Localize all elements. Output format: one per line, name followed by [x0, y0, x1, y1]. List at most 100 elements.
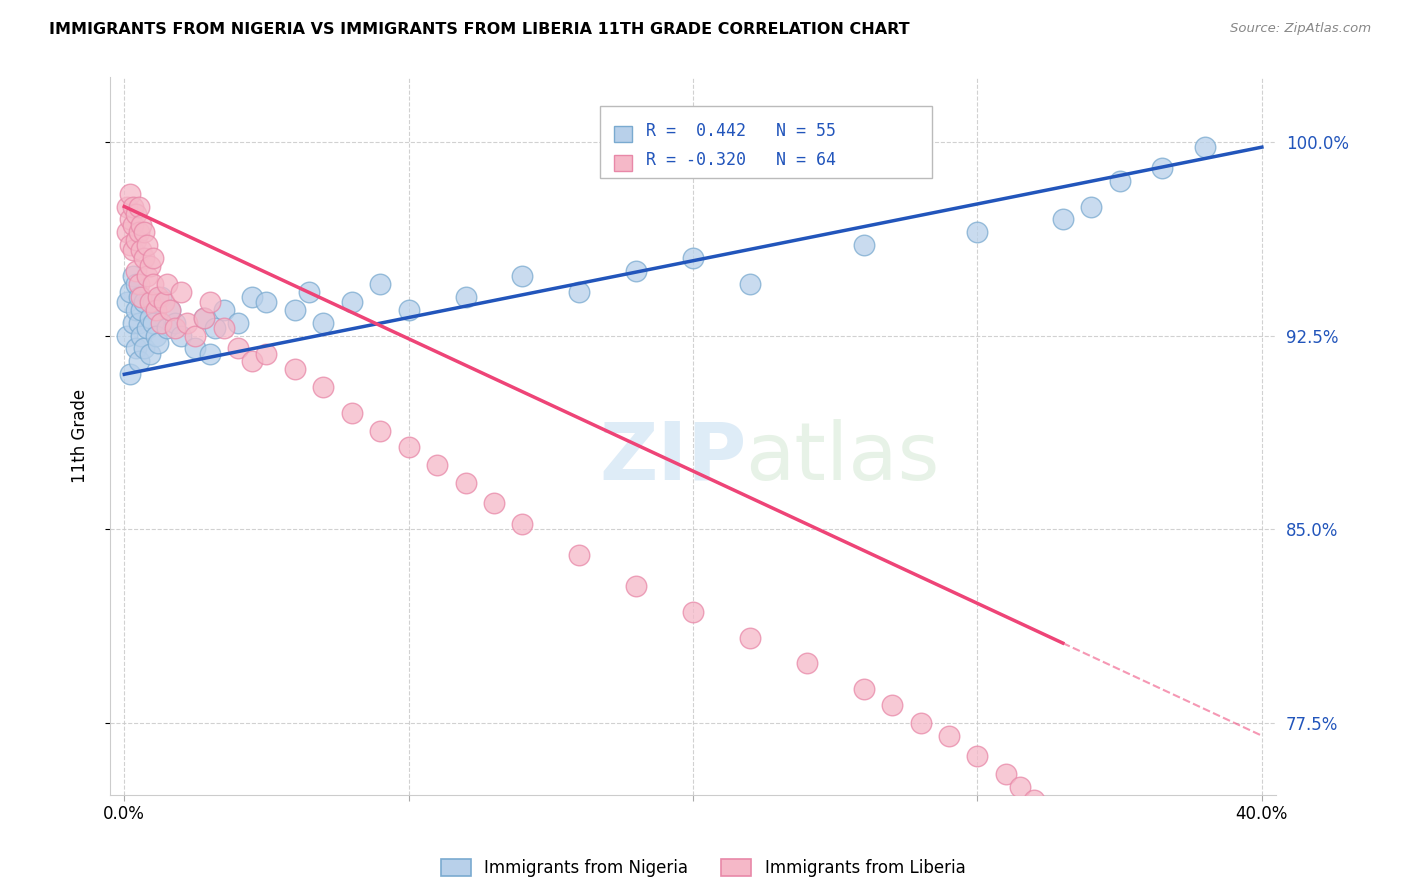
Text: Source: ZipAtlas.com: Source: ZipAtlas.com: [1230, 22, 1371, 36]
Point: [124, 277, 146, 291]
Point: [142, 251, 165, 265]
FancyBboxPatch shape: [600, 106, 932, 178]
Text: R = -0.320   N = 64: R = -0.320 N = 64: [645, 151, 835, 169]
Point: [124, 342, 146, 356]
Point: [142, 295, 165, 310]
Point: [139, 310, 162, 325]
Point: [454, 475, 477, 490]
Point: [128, 354, 150, 368]
Point: [150, 290, 173, 304]
Point: [212, 302, 235, 317]
Point: [115, 295, 138, 310]
Point: [159, 302, 181, 317]
Point: [131, 290, 153, 304]
FancyBboxPatch shape: [614, 155, 631, 170]
Point: [212, 321, 235, 335]
Point: [482, 496, 505, 510]
Point: [134, 295, 156, 310]
Point: [1080, 200, 1102, 214]
Text: IMMIGRANTS FROM NIGERIA VS IMMIGRANTS FROM LIBERIA 11TH GRADE CORRELATION CHART: IMMIGRANTS FROM NIGERIA VS IMMIGRANTS FR…: [49, 22, 910, 37]
Point: [145, 302, 167, 317]
Point: [121, 244, 143, 258]
Point: [193, 310, 215, 325]
Point: [340, 406, 363, 420]
Point: [284, 362, 307, 376]
Point: [198, 295, 221, 310]
Point: [128, 290, 150, 304]
Point: [796, 657, 818, 671]
Point: [682, 251, 704, 265]
Point: [368, 424, 391, 438]
Text: atlas: atlas: [745, 418, 941, 497]
Point: [738, 631, 761, 645]
Point: [136, 321, 159, 335]
Point: [118, 368, 141, 382]
Point: [118, 285, 141, 299]
Point: [852, 238, 875, 252]
Point: [156, 321, 179, 335]
Point: [204, 321, 226, 335]
Point: [312, 380, 335, 394]
Point: [1194, 140, 1216, 154]
Point: [226, 316, 249, 330]
Text: ZIP: ZIP: [600, 418, 747, 497]
Point: [131, 302, 153, 317]
Point: [312, 316, 335, 330]
Point: [134, 342, 156, 356]
Point: [170, 285, 193, 299]
Point: [124, 264, 146, 278]
Point: [624, 579, 647, 593]
Point: [142, 316, 165, 330]
Point: [118, 212, 141, 227]
Point: [226, 342, 249, 356]
Point: [134, 225, 156, 239]
Point: [121, 200, 143, 214]
Point: [1052, 811, 1074, 825]
Point: [128, 277, 150, 291]
Point: [240, 354, 263, 368]
Point: [170, 328, 193, 343]
Point: [115, 328, 138, 343]
Point: [148, 290, 170, 304]
Point: [176, 316, 198, 330]
Point: [124, 207, 146, 221]
Point: [139, 259, 162, 273]
Point: [624, 264, 647, 278]
Text: R =  0.442   N = 55: R = 0.442 N = 55: [645, 122, 835, 140]
Point: [284, 302, 307, 317]
Point: [1024, 793, 1046, 807]
Point: [994, 767, 1017, 781]
Point: [1108, 174, 1130, 188]
Point: [121, 269, 143, 284]
Point: [148, 336, 170, 351]
Point: [256, 295, 278, 310]
Point: [128, 225, 150, 239]
Point: [454, 290, 477, 304]
FancyBboxPatch shape: [614, 127, 631, 142]
Point: [124, 302, 146, 317]
Point: [184, 328, 207, 343]
Point: [738, 277, 761, 291]
Point: [118, 186, 141, 201]
Point: [128, 200, 150, 214]
Point: [368, 277, 391, 291]
Point: [398, 302, 420, 317]
Point: [852, 682, 875, 697]
Point: [910, 715, 932, 730]
Point: [145, 328, 167, 343]
Point: [121, 218, 143, 232]
Point: [512, 516, 534, 531]
Point: [159, 302, 181, 317]
Point: [198, 346, 221, 360]
Point: [938, 729, 960, 743]
Point: [165, 316, 187, 330]
Point: [153, 295, 176, 310]
Point: [134, 251, 156, 265]
Legend: Immigrants from Nigeria, Immigrants from Liberia: Immigrants from Nigeria, Immigrants from…: [434, 852, 972, 884]
Point: [398, 440, 420, 454]
Point: [1152, 161, 1174, 175]
Point: [1052, 212, 1074, 227]
Point: [115, 225, 138, 239]
Point: [882, 698, 904, 712]
Point: [139, 295, 162, 310]
